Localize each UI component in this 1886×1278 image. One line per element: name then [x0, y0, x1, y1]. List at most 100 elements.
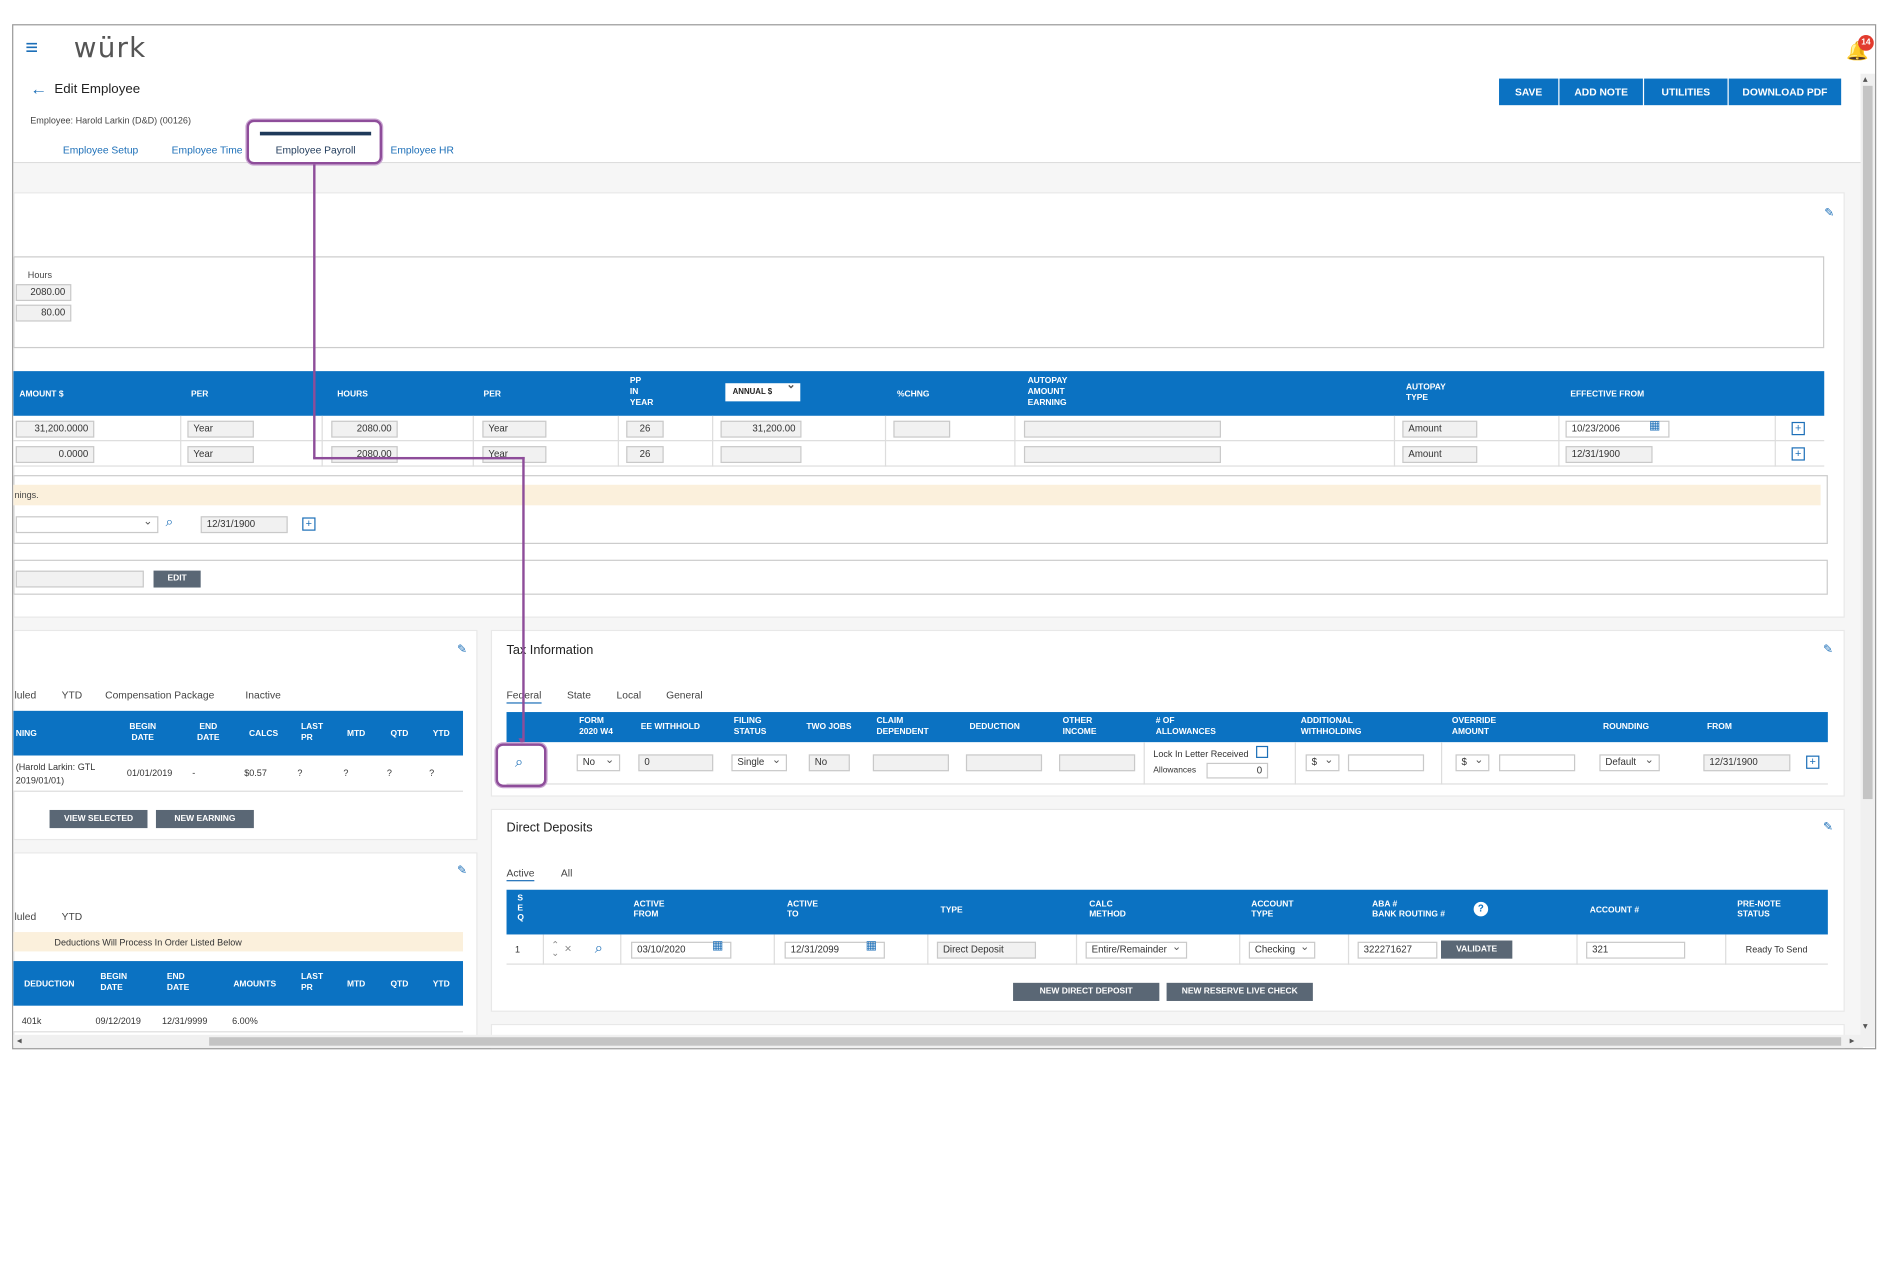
per-select[interactable]: Year: [187, 446, 254, 464]
active-from-input[interactable]: 03/10/2020: [631, 941, 732, 959]
override-amount-input[interactable]: [1499, 754, 1576, 772]
tax-tab-general[interactable]: General: [666, 689, 703, 702]
account-input[interactable]: 321: [1586, 941, 1686, 959]
two-jobs-input[interactable]: No: [808, 754, 850, 772]
add-row-icon[interactable]: +: [1806, 755, 1820, 769]
calendar-icon[interactable]: ▦: [1648, 419, 1661, 433]
pin-icon[interactable]: ✎: [1823, 820, 1834, 835]
earn-tab[interactable]: YTD: [61, 689, 83, 702]
calendar-icon[interactable]: ▦: [865, 939, 878, 953]
scroll-up-icon[interactable]: ▴: [1862, 73, 1868, 85]
menu-icon[interactable]: ≡: [25, 35, 39, 60]
add-row-icon[interactable]: +: [1791, 447, 1805, 461]
back-arrow-icon[interactable]: ←: [30, 78, 48, 98]
col-prenote-status: PRE-NOTE STATUS: [1737, 900, 1781, 919]
autopay-earning-input[interactable]: [1023, 446, 1221, 464]
rounding-select[interactable]: Default: [1599, 752, 1660, 772]
filing-status-select[interactable]: Single: [731, 752, 787, 772]
lookup-icon[interactable]: ⌕: [165, 514, 174, 530]
validate-button[interactable]: VALIDATE: [1441, 940, 1513, 959]
hours-input[interactable]: 2080.00: [331, 446, 398, 464]
other-income-input[interactable]: [1058, 754, 1136, 772]
table-row[interactable]: [13, 1005, 464, 1033]
reorder-icon[interactable]: ⌃ ⌄: [551, 939, 560, 959]
deposit-tab-all[interactable]: All: [560, 866, 573, 879]
effective-from-input[interactable]: 12/31/1900: [1565, 446, 1653, 464]
pin-icon[interactable]: ✎: [456, 864, 468, 878]
form-w4-select[interactable]: No: [576, 752, 621, 772]
autopay-earning-input[interactable]: [1023, 420, 1221, 438]
delete-icon[interactable]: ×: [564, 942, 572, 957]
additional-withholding-input[interactable]: [1347, 754, 1425, 772]
account-type-select[interactable]: Checking: [1248, 939, 1316, 959]
pin-icon[interactable]: ✎: [1823, 643, 1834, 657]
autopay-type-select[interactable]: Amount: [1402, 446, 1478, 464]
vertical-scroll-thumb[interactable]: [1862, 85, 1873, 800]
table-row[interactable]: [13, 755, 464, 792]
tab-employee-setup[interactable]: Employee Setup: [62, 143, 139, 156]
routing-input[interactable]: 322271627: [1357, 941, 1438, 959]
claim-dependent-input[interactable]: [872, 754, 949, 772]
calc-method-select[interactable]: Entire/Remainder: [1085, 939, 1188, 959]
utilities-button[interactable]: UTILITIES: [1644, 78, 1728, 106]
hours-input[interactable]: 2080.00: [331, 420, 398, 438]
help-icon[interactable]: ?: [1473, 901, 1489, 917]
per-select[interactable]: Year: [482, 420, 547, 438]
search-icon[interactable]: ⌕: [514, 753, 524, 771]
annual-input[interactable]: 31,200.00: [720, 420, 802, 438]
search-icon[interactable]: ⌕: [594, 939, 603, 957]
allowances-input[interactable]: 0: [1206, 762, 1269, 779]
save-button[interactable]: SAVE: [1499, 78, 1559, 106]
pin-icon[interactable]: ✎: [1824, 206, 1835, 221]
pp-in-year-input[interactable]: 26: [626, 446, 664, 464]
ded-tab[interactable]: YTD: [61, 910, 83, 923]
new-earning-button[interactable]: NEW EARNING: [155, 809, 254, 829]
horizontal-scroll-thumb[interactable]: [209, 1037, 1842, 1046]
add-row-icon[interactable]: +: [1791, 421, 1805, 436]
ee-withhold-input[interactable]: 0: [638, 754, 714, 772]
tab-employee-time[interactable]: Employee Time: [171, 143, 243, 156]
amount-input[interactable]: 0.0000: [15, 446, 95, 464]
annual-dropdown[interactable]: ANNUAL $: [725, 380, 801, 402]
autopay-type-select[interactable]: Amount: [1402, 420, 1478, 438]
add-note-button[interactable]: ADD NOTE: [1559, 78, 1643, 106]
new-reserve-live-check-button[interactable]: NEW RESERVE LIVE CHECK: [1166, 982, 1313, 1001]
pp-in-year-input[interactable]: 26: [626, 420, 664, 438]
active-to-input[interactable]: 12/31/2099: [784, 941, 885, 959]
ded-tab[interactable]: luled: [14, 910, 37, 923]
add-icon[interactable]: +: [302, 517, 316, 531]
pin-icon[interactable]: ✎: [456, 643, 468, 657]
annual-input[interactable]: [720, 446, 802, 464]
earning-select[interactable]: [15, 514, 159, 534]
tax-tab-state[interactable]: State: [566, 689, 591, 702]
date-input[interactable]: 12/31/1900: [200, 516, 288, 534]
calendar-icon[interactable]: ▦: [712, 939, 724, 953]
edit-button[interactable]: EDIT: [153, 570, 201, 588]
from-input[interactable]: 12/31/1900: [1703, 754, 1791, 772]
tax-tab-local[interactable]: Local: [616, 689, 642, 702]
new-direct-deposit-button[interactable]: NEW DIRECT DEPOSIT: [1013, 982, 1160, 1001]
pct-change-input[interactable]: [893, 420, 951, 438]
scroll-right-icon[interactable]: ▸: [1849, 1034, 1855, 1046]
per-select[interactable]: Year: [482, 446, 547, 464]
download-pdf-button[interactable]: DOWNLOAD PDF: [1728, 78, 1842, 106]
tab-employee-payroll[interactable]: Employee Payroll: [259, 131, 372, 161]
additional-currency-select[interactable]: $: [1305, 752, 1340, 772]
earn-tab[interactable]: Inactive: [245, 689, 281, 702]
earn-tab[interactable]: luled: [14, 689, 37, 702]
per-select[interactable]: Year: [187, 420, 254, 438]
earn-tab[interactable]: Compensation Package: [105, 689, 215, 702]
amount-input[interactable]: 31,200.0000: [15, 420, 95, 438]
col-mtd: MTD: [346, 730, 366, 739]
scroll-left-icon[interactable]: ◂: [16, 1034, 22, 1046]
lock-in-letter-checkbox[interactable]: [1256, 745, 1269, 758]
view-selected-button[interactable]: VIEW SELECTED: [49, 809, 148, 829]
tab-employee-hr[interactable]: Employee HR: [390, 143, 454, 156]
deposit-tab-active[interactable]: Active: [506, 867, 535, 882]
effective-from-input[interactable]: 10/23/2006: [1565, 420, 1670, 438]
deposit-type-input[interactable]: Direct Deposit: [936, 941, 1037, 959]
prenote-status: Ready To Send: [1745, 944, 1808, 956]
scroll-down-icon[interactable]: ▾: [1862, 1020, 1868, 1032]
deduction-input[interactable]: [965, 754, 1043, 772]
override-currency-select[interactable]: $: [1455, 752, 1490, 772]
